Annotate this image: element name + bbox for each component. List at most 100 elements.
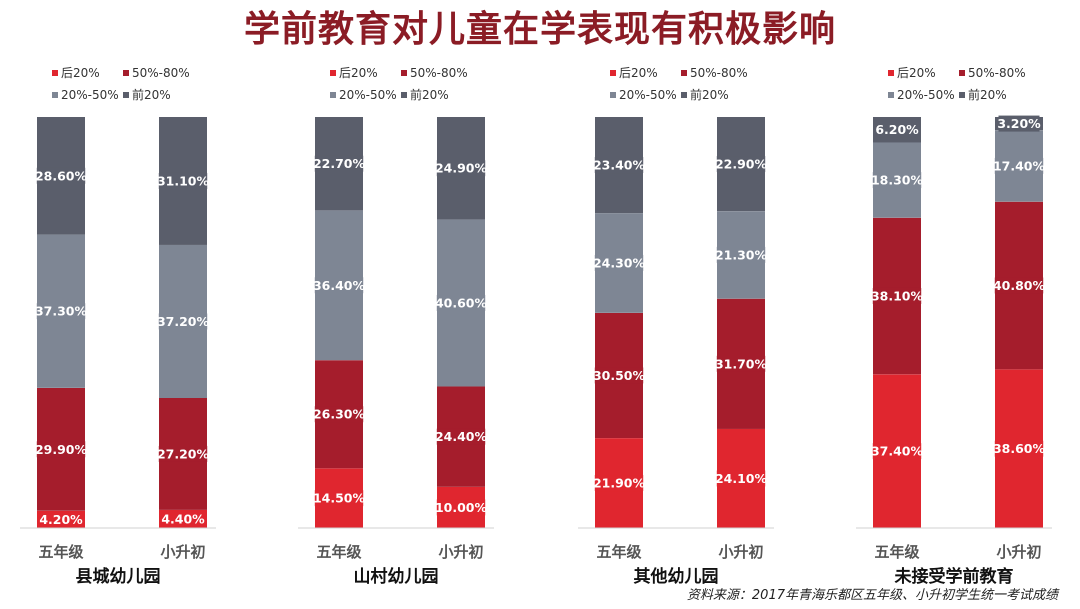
- x-tick-label: 五年级: [596, 543, 642, 561]
- x-tick-label: 小升初: [438, 543, 483, 561]
- chart-title: 未接受学前教育: [894, 566, 1014, 587]
- legend-swatch-2: [401, 70, 407, 76]
- data-label: 21.90%: [593, 476, 646, 491]
- x-tick-label: 小升初: [996, 543, 1041, 561]
- data-label: 23.40%: [593, 158, 646, 173]
- legend-label: 前20%: [690, 87, 729, 102]
- data-label: 37.30%: [35, 304, 88, 319]
- data-label: 6.20%: [875, 122, 919, 137]
- legend-swatch-2: [959, 70, 965, 76]
- data-label-backdrop: [436, 499, 486, 516]
- legend-label: 50%-80%: [132, 66, 190, 80]
- data-label: 31.10%: [157, 173, 210, 188]
- data-label-backdrop: [36, 303, 86, 320]
- legend-label: 后20%: [619, 66, 658, 80]
- legend-label: 50%-80%: [690, 66, 748, 80]
- legend-label: 前20%: [968, 87, 1007, 102]
- data-label-backdrop: [158, 172, 208, 189]
- data-label: 28.60%: [35, 168, 88, 183]
- data-label-backdrop: [994, 440, 1044, 457]
- data-label-backdrop: [314, 490, 364, 507]
- data-label: 38.10%: [871, 288, 924, 303]
- x-tick-label: 五年级: [874, 543, 920, 561]
- segment-divider: [37, 116, 85, 117]
- segment-divider: [159, 116, 207, 117]
- data-label-backdrop: [314, 277, 364, 294]
- data-label: 21.30%: [715, 247, 768, 262]
- segment-divider: [717, 116, 765, 117]
- data-label: 24.30%: [593, 255, 646, 270]
- segment-divider: [437, 116, 485, 117]
- legend-label: 20%-50%: [61, 88, 119, 102]
- data-label: 40.80%: [993, 278, 1046, 293]
- legend-label: 后20%: [339, 66, 378, 80]
- legend-swatch-3: [610, 92, 616, 98]
- legend-label: 20%-50%: [339, 88, 397, 102]
- legend-label: 50%-80%: [410, 66, 468, 80]
- data-label: 38.60%: [993, 441, 1046, 456]
- data-label-backdrop: [872, 443, 922, 460]
- legend-swatch-4: [401, 92, 407, 98]
- legend-swatch-4: [123, 92, 129, 98]
- data-label-backdrop: [872, 287, 922, 304]
- data-label-backdrop: [594, 254, 644, 271]
- legend-swatch-2: [681, 70, 687, 76]
- data-label-backdrop: [876, 121, 918, 138]
- legend-label: 50%-80%: [968, 66, 1026, 80]
- data-label-backdrop: [994, 157, 1044, 174]
- data-label-backdrop: [162, 510, 204, 527]
- data-label-backdrop: [314, 406, 364, 423]
- data-label-backdrop: [994, 277, 1044, 294]
- data-label: 3.20%: [997, 116, 1041, 131]
- data-label-backdrop: [314, 155, 364, 172]
- data-label: 24.90%: [435, 161, 488, 176]
- data-label-backdrop: [594, 157, 644, 174]
- data-label: 40.60%: [435, 295, 488, 310]
- data-label-backdrop: [872, 172, 922, 189]
- data-label: 4.40%: [161, 511, 205, 526]
- data-label: 4.20%: [39, 512, 83, 527]
- data-label-backdrop: [436, 428, 486, 445]
- data-label: 29.90%: [35, 442, 88, 457]
- legend-label: 前20%: [410, 87, 449, 102]
- x-tick-label: 五年级: [38, 543, 84, 561]
- segment-divider: [315, 116, 363, 117]
- legend-swatch-3: [888, 92, 894, 98]
- data-label: 37.40%: [871, 444, 924, 459]
- data-label-backdrop: [594, 475, 644, 492]
- source-note: 资料来源：2017年青海乐都区五年级、小升初学生统一考试成绩: [686, 588, 1058, 603]
- data-label: 31.70%: [715, 356, 768, 371]
- legend-label: 20%-50%: [897, 88, 955, 102]
- legend-swatch-3: [52, 92, 58, 98]
- data-label: 22.90%: [715, 157, 768, 172]
- legend-swatch-1: [52, 70, 58, 76]
- data-label-backdrop: [158, 445, 208, 462]
- chart-title: 其他幼儿园: [634, 566, 719, 587]
- page-title: 学前教育对儿童在学表现有积极影响: [243, 9, 836, 50]
- data-label: 17.40%: [993, 158, 1046, 173]
- segment-divider: [873, 116, 921, 117]
- data-label-backdrop: [158, 313, 208, 330]
- legend-swatch-1: [888, 70, 894, 76]
- data-label: 14.50%: [313, 491, 366, 506]
- data-label: 26.30%: [313, 407, 366, 422]
- x-tick-label: 小升初: [160, 543, 205, 561]
- data-label: 24.10%: [715, 471, 768, 486]
- data-label-backdrop: [36, 441, 86, 458]
- data-label-backdrop: [716, 355, 766, 372]
- legend-swatch-3: [330, 92, 336, 98]
- data-label: 18.30%: [871, 173, 924, 188]
- chart-title: 山村幼儿园: [354, 566, 439, 587]
- x-tick-label: 五年级: [316, 543, 362, 561]
- data-label: 10.00%: [435, 500, 488, 515]
- x-tick-label: 小升初: [718, 543, 763, 561]
- legend-label: 前20%: [132, 87, 171, 102]
- data-label: 24.40%: [435, 429, 488, 444]
- data-label-backdrop: [716, 470, 766, 487]
- data-label: 22.70%: [313, 156, 366, 171]
- legend-label: 20%-50%: [619, 88, 677, 102]
- legend-swatch-1: [330, 70, 336, 76]
- legend-label: 后20%: [897, 66, 936, 80]
